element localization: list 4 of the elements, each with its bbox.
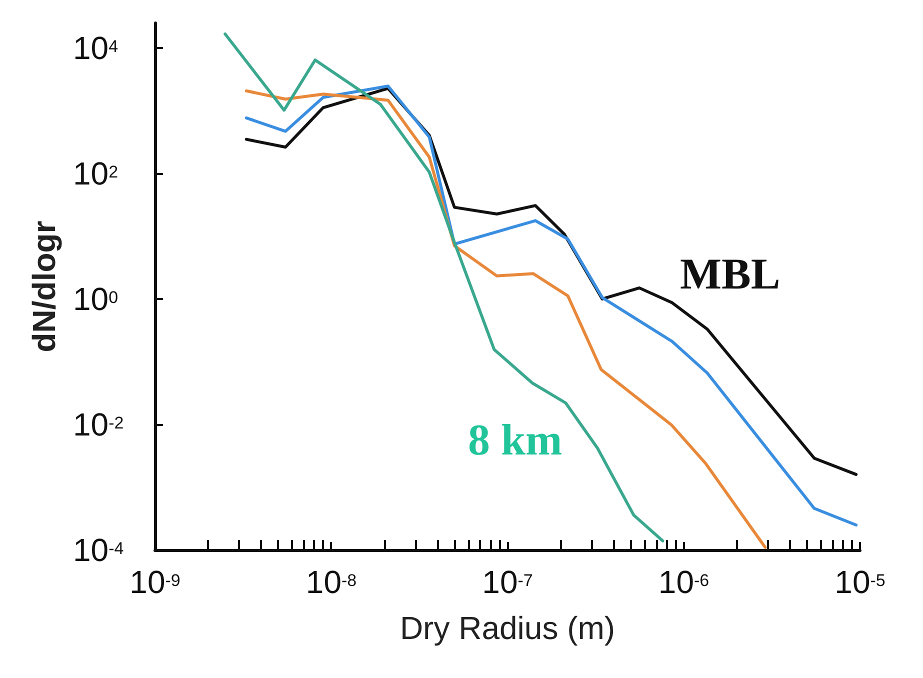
series-label: 8 km [468,416,562,464]
y-axis-title: dN/dlogr [26,220,62,352]
x-axis-title: Dry Radius (m) [400,610,616,646]
series-label: MBL [680,250,780,298]
